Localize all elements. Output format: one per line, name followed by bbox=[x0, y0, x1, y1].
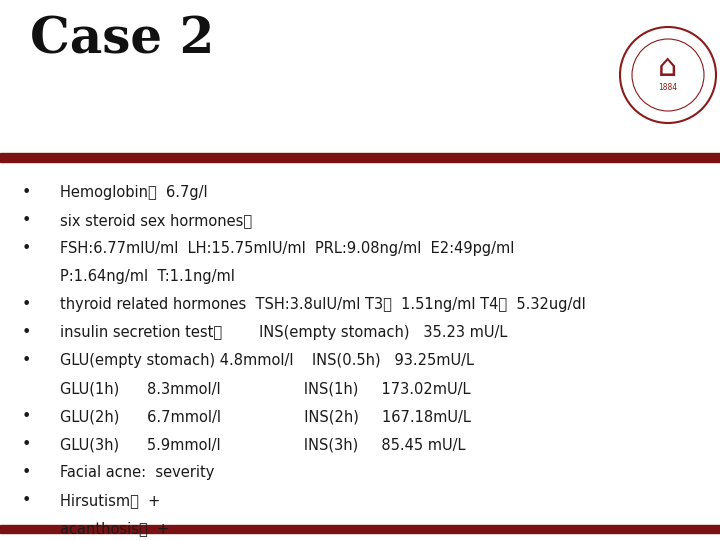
Text: acanthosis：  +: acanthosis： + bbox=[60, 521, 169, 536]
Text: •: • bbox=[22, 353, 32, 368]
Text: GLU(1h)      8.3mmol/l                  INS(1h)     173.02mU/L: GLU(1h) 8.3mmol/l INS(1h) 173.02mU/L bbox=[60, 381, 470, 396]
Text: •: • bbox=[22, 437, 32, 452]
Text: Case 2: Case 2 bbox=[30, 15, 215, 64]
Text: •: • bbox=[22, 465, 32, 480]
Text: FSH:6.77mIU/ml  LH:15.75mIU/ml  PRL:9.08ng/ml  E2:49pg/ml: FSH:6.77mIU/ml LH:15.75mIU/ml PRL:9.08ng… bbox=[60, 241, 514, 256]
Text: •: • bbox=[22, 241, 32, 256]
Text: •: • bbox=[22, 409, 32, 424]
Text: Hirsutism：  +: Hirsutism： + bbox=[60, 493, 161, 508]
Text: insulin secretion test：        INS(empty stomach)   35.23 mU/L: insulin secretion test： INS(empty stomac… bbox=[60, 325, 508, 340]
Text: Hemoglobin：  6.7g/l: Hemoglobin： 6.7g/l bbox=[60, 185, 207, 200]
Text: P:1.64ng/ml  T:1.1ng/ml: P:1.64ng/ml T:1.1ng/ml bbox=[60, 269, 235, 284]
Text: GLU(empty stomach) 4.8mmol/l    INS(0.5h)   93.25mU/L: GLU(empty stomach) 4.8mmol/l INS(0.5h) 9… bbox=[60, 353, 474, 368]
Text: Facial acne:  severity: Facial acne: severity bbox=[60, 465, 215, 480]
Text: •: • bbox=[22, 185, 32, 200]
Text: GLU(2h)      6.7mmol/l                  INS(2h)     167.18mU/L: GLU(2h) 6.7mmol/l INS(2h) 167.18mU/L bbox=[60, 409, 471, 424]
Text: ⌂: ⌂ bbox=[658, 52, 678, 82]
Text: •: • bbox=[22, 297, 32, 312]
Text: •: • bbox=[22, 213, 32, 228]
Bar bbox=[0, 153, 720, 162]
Text: •: • bbox=[22, 493, 32, 508]
Bar bbox=[0, 525, 720, 533]
Text: GLU(3h)      5.9mmol/l                  INS(3h)     85.45 mU/L: GLU(3h) 5.9mmol/l INS(3h) 85.45 mU/L bbox=[60, 437, 466, 452]
Text: •: • bbox=[22, 325, 32, 340]
Text: thyroid related hormones  TSH:3.8uIU/ml T3：  1.51ng/ml T4：  5.32ug/dl: thyroid related hormones TSH:3.8uIU/ml T… bbox=[60, 297, 586, 312]
Text: 1884: 1884 bbox=[658, 83, 678, 91]
Text: six steroid sex hormones：: six steroid sex hormones： bbox=[60, 213, 252, 228]
